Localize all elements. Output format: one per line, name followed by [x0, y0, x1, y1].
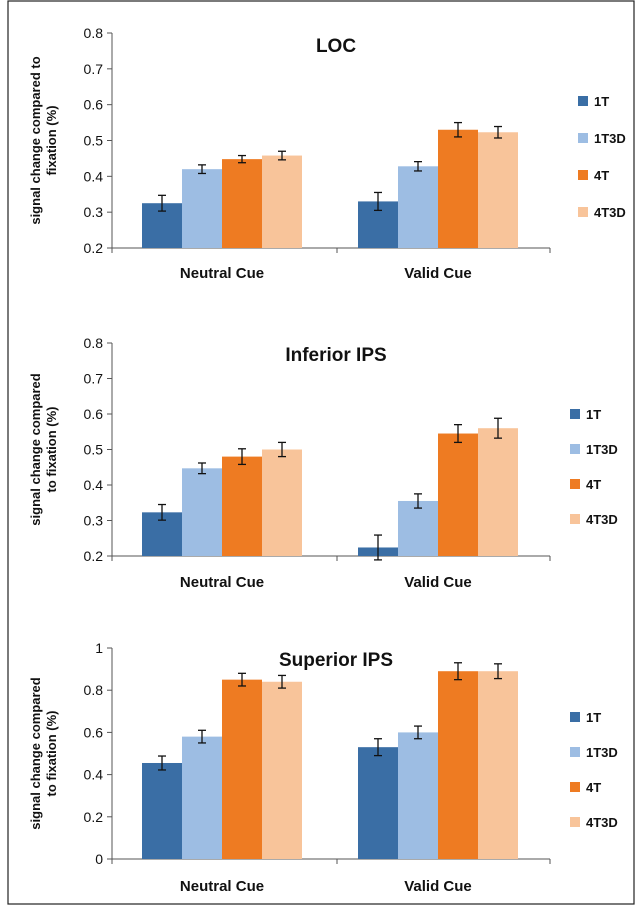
chart-panel-2: 0.2 0.3 0.4 0.5 0.6 0.7 0.8 Neutral Cue Valid Cu…	[28, 335, 618, 591]
bar-4t3d-valid-cue	[478, 671, 518, 859]
y-tick-label: 0.4	[84, 477, 104, 493]
y-tick-label: 0.2	[84, 548, 104, 564]
chart-title: Inferior IPS	[285, 345, 386, 366]
bar-4t3d-valid-cue	[478, 428, 518, 556]
y-tick-label: 0.6	[84, 97, 104, 113]
bar-4t3d-neutral-cue	[262, 155, 302, 248]
y-tick-label: 0.4	[84, 168, 104, 184]
bar-1t3d-neutral-cue	[182, 169, 222, 248]
y-axis-label-line: to fixation (%)	[44, 407, 59, 493]
y-tick-label: 0.7	[84, 61, 104, 77]
y-tick-label: 0.6	[84, 406, 104, 422]
y-axis-label-line: to fixation (%)	[44, 711, 59, 797]
bar-4t-valid-cue	[438, 433, 478, 556]
y-axis-label: signal change comparedto fixation (%)	[28, 373, 59, 525]
y-axis-label: signal change comparedto fixation (%)	[28, 677, 59, 829]
y-tick-label: 0.2	[84, 240, 104, 256]
category-label: Valid Cue	[404, 878, 472, 895]
bar-1t-valid-cue	[358, 747, 398, 859]
chart-panel-1: 0.2 0.3 0.4 0.5 0.6 0.7 0.8 Neutral Cue Valid Cu…	[28, 25, 626, 282]
legend-label: 1T3D	[586, 442, 618, 457]
category-label: Valid Cue	[404, 265, 472, 282]
bar-1t3d-neutral-cue	[182, 468, 222, 556]
legend: 1T 1T3D 4T 4T3D	[570, 710, 618, 830]
bar-4t-neutral-cue	[222, 456, 262, 556]
category-label: Neutral Cue	[180, 265, 264, 282]
legend-label: 4T	[586, 477, 601, 492]
bar-4t-neutral-cue	[222, 159, 262, 248]
bar-4t3d-neutral-cue	[262, 449, 302, 556]
bar-4t3d-neutral-cue	[262, 681, 302, 859]
legend-label: 1T3D	[586, 745, 618, 760]
y-tick-label: 0.8	[84, 25, 104, 41]
y-axis-label-line: signal change compared	[28, 373, 43, 525]
legend: 1T 1T3D 4T 4T3D	[578, 94, 626, 220]
legend-label: 1T	[586, 710, 601, 725]
bar-4t-neutral-cue	[222, 679, 262, 859]
y-tick-label: 0.5	[84, 442, 104, 458]
legend-swatch	[578, 96, 588, 106]
y-axis-label: signal change compared tofixation (%)	[28, 56, 59, 224]
legend-label: 4T	[586, 780, 601, 795]
bar-1t3d-neutral-cue	[182, 736, 222, 859]
category-label: Neutral Cue	[180, 878, 264, 895]
legend-swatch	[570, 479, 580, 489]
bar-1t-neutral-cue	[142, 762, 182, 859]
bar-4t-valid-cue	[438, 671, 478, 859]
category-label: Neutral Cue	[180, 574, 264, 591]
legend-swatch	[578, 133, 588, 143]
category-label: Valid Cue	[404, 574, 472, 591]
legend-label: 1T	[594, 94, 609, 109]
legend-swatch	[570, 712, 580, 722]
y-axis-label-line: signal change compared to	[28, 56, 43, 224]
chart-title: Superior IPS	[279, 650, 393, 671]
y-tick-label: 0.6	[84, 724, 104, 740]
figure-frame	[7, 0, 635, 905]
legend-label: 1T3D	[594, 131, 626, 146]
legend: 1T 1T3D 4T 4T3D	[570, 407, 618, 527]
legend-swatch	[570, 782, 580, 792]
y-tick-label: 0.3	[84, 204, 104, 220]
y-axis-label-line: fixation (%)	[44, 105, 59, 175]
chart-title: LOC	[316, 36, 356, 57]
bar-1t3d-valid-cue	[398, 166, 438, 248]
legend-swatch	[570, 514, 580, 524]
y-tick-label: 0.8	[84, 335, 104, 351]
y-tick-label: 0.4	[84, 767, 104, 783]
y-tick-label: 0.7	[84, 371, 104, 387]
legend-swatch	[578, 170, 588, 180]
legend-swatch	[570, 817, 580, 827]
chart-panel-3: 0 0.2 0.4 0.6 0.8 1 Neutral Cue Valid Cue Superi…	[28, 640, 618, 895]
legend-swatch	[570, 747, 580, 757]
legend-swatch	[570, 444, 580, 454]
legend-swatch	[578, 207, 588, 217]
legend-label: 1T	[586, 407, 601, 422]
y-tick-label: 0	[95, 851, 103, 867]
y-tick-label: 0.8	[84, 682, 104, 698]
legend-swatch	[570, 409, 580, 419]
bar-1t3d-valid-cue	[398, 500, 438, 556]
legend-label: 4T	[594, 168, 609, 183]
bar-1t3d-valid-cue	[398, 732, 438, 859]
y-tick-label: 0.5	[84, 133, 104, 149]
y-tick-label: 0.2	[84, 809, 104, 825]
bar-4t3d-valid-cue	[478, 132, 518, 248]
y-axis-label-line: signal change compared	[28, 677, 43, 829]
y-tick-label: 0.3	[84, 513, 104, 529]
bar-4t-valid-cue	[438, 129, 478, 248]
legend-label: 4T3D	[586, 815, 618, 830]
y-tick-label: 1	[95, 640, 103, 656]
legend-label: 4T3D	[594, 205, 626, 220]
legend-label: 4T3D	[586, 512, 618, 527]
